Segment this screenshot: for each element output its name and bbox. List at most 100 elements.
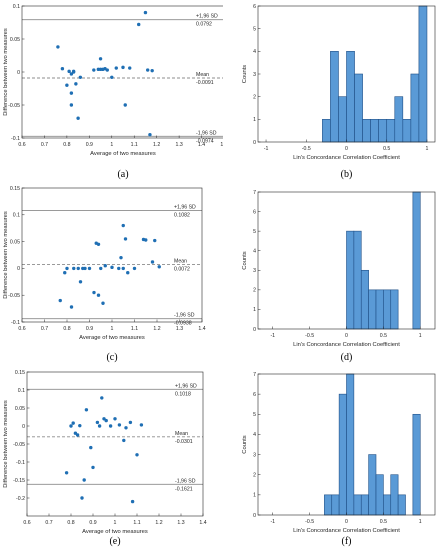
- chart-a-line-value: -0.0091: [196, 80, 214, 86]
- chart-a-point: [56, 45, 60, 49]
- chart-b-xtick-label: -1: [264, 146, 269, 152]
- chart-c-point: [103, 264, 107, 268]
- chart-b-ytick-label: 4: [253, 49, 256, 55]
- chart-e-point: [104, 418, 108, 423]
- chart-c-point: [157, 265, 161, 269]
- chart-c-point: [72, 266, 76, 271]
- chart-f-ytick-label: 5: [253, 412, 256, 418]
- chart-c-line-value: 0.1082: [174, 212, 190, 218]
- chart-a-xtick-label: 1.5: [220, 142, 223, 148]
- chart-e-point: [82, 478, 86, 482]
- chart-e-point: [117, 423, 122, 427]
- chart-e-point: [78, 423, 82, 428]
- chart-b-xtick-label: -0.5: [302, 146, 311, 152]
- chart-a-ytick-label: 0.1: [13, 4, 20, 10]
- chart-e-point: [71, 421, 75, 425]
- chart-e-point: [128, 420, 133, 425]
- chart-e-point: [122, 438, 126, 443]
- chart-a-point: [60, 67, 65, 71]
- chart-a-point: [150, 68, 154, 73]
- chart-e-xtick-label: 1: [114, 520, 117, 526]
- chart-a-xtick-label: 1.3: [176, 142, 183, 148]
- chart-c-caption: (c): [106, 352, 117, 363]
- chart-c-xtick-label: 1: [111, 326, 114, 332]
- chart-d-ytick-label: 5: [253, 229, 256, 235]
- chart-b-bar: [370, 119, 379, 143]
- chart-d-xtick-label: -0.5: [305, 333, 314, 339]
- chart-b-ytick-label: 3: [253, 72, 256, 78]
- chart-a-xtick-label: 1.1: [131, 142, 138, 148]
- chart-a-xtick-label: 0.6: [18, 142, 25, 148]
- chart-f-bar: [353, 494, 362, 516]
- chart-a-caption: (a): [117, 169, 128, 180]
- chart-d-bar: [353, 230, 362, 330]
- chart-e-point: [84, 408, 89, 412]
- chart-a-axes-box: [21, 5, 223, 139]
- chart-e-line-label: +1,96 SD: [175, 383, 197, 389]
- chart-e-point: [89, 445, 93, 450]
- chart-d-bar: [390, 289, 399, 330]
- chart-e-point: [95, 420, 100, 425]
- chart-e-line-value: -0.0301: [175, 439, 193, 445]
- chart-b-ytick-label: 1: [253, 117, 256, 123]
- chart-e-point: [80, 496, 84, 500]
- chart-d-bar: [360, 269, 369, 330]
- chart-c-point: [126, 270, 130, 275]
- chart-a-point: [69, 103, 74, 107]
- chart-e-xtick-label: 0.6: [23, 520, 30, 526]
- chart-a-point: [110, 75, 114, 79]
- chart-d-xtick-label: 0.5: [380, 333, 387, 339]
- chart-a-line-label: Mean: [196, 72, 209, 78]
- chart-c-point: [101, 301, 105, 305]
- chart-c-point: [123, 237, 128, 241]
- chart-e-line-label: Mean: [175, 431, 188, 437]
- chart-e-line-value: 0.1018: [175, 391, 191, 397]
- chart-a-xtick-label: 1.2: [153, 142, 160, 148]
- chart-b-caption: (b): [341, 169, 353, 180]
- chart-a-point: [148, 133, 152, 137]
- chart-b-bar: [362, 119, 371, 143]
- chart-c-line-label: Mean: [174, 259, 187, 265]
- chart-c-xtick-label: 0.8: [63, 326, 70, 332]
- chart-c-point: [119, 255, 123, 260]
- chart-e-point: [69, 424, 73, 428]
- chart-c-point: [110, 265, 114, 270]
- chart-e-xtick-label: 0.7: [45, 520, 52, 526]
- chart-f-caption: (f): [342, 536, 352, 547]
- chart-e-point: [91, 465, 95, 470]
- chart-b-ytick-label: 2: [253, 94, 256, 100]
- chart-b-bar: [378, 119, 388, 143]
- chart-c-point: [117, 266, 121, 271]
- chart-a-point: [98, 57, 103, 61]
- chart-a-point: [114, 66, 118, 70]
- chart-d-ylabel: Counts: [242, 251, 248, 269]
- chart-f-bar: [368, 454, 377, 516]
- chart-c-line-label: +1,96 SD: [174, 204, 196, 210]
- chart-a-line-value: 0.0792: [196, 22, 212, 28]
- chart-b-xlabel: Lin's Concordance Correlation Coefficien…: [293, 155, 400, 161]
- chart-f-xlabel: Lin's Concordance Correlation Coefficien…: [293, 528, 400, 534]
- chart-e-xtick-label: 1.1: [133, 520, 140, 526]
- chart-e-ytick-label: -0.2: [16, 496, 25, 502]
- chart-c-point: [153, 238, 157, 243]
- chart-f-ytick-label: 1: [253, 493, 256, 499]
- chart-c-ytick-label: -0.05: [8, 293, 20, 299]
- chart-f-ytick-label: 7: [253, 372, 256, 378]
- chart-f-bar: [346, 373, 355, 516]
- chart-f-ytick-label: 0: [253, 513, 256, 519]
- chart-c-point: [121, 223, 125, 228]
- chart-a-point: [74, 82, 78, 86]
- chart-d-xtick-label: -1: [270, 333, 275, 339]
- chart-e-point: [108, 424, 113, 428]
- chart-e-caption: (e): [109, 536, 120, 547]
- chart-e-xtick-label: 1.2: [155, 520, 162, 526]
- chart-f-ytick-label: 3: [253, 452, 256, 458]
- chart-a-point: [101, 67, 105, 72]
- chart-f-xtick-label: 0.5: [380, 519, 387, 525]
- chart-a-point: [123, 103, 127, 107]
- chart-c-line-value: -0.0938: [174, 321, 192, 327]
- chart-c-xtick-label: 1.4: [198, 326, 205, 332]
- chart-b-xtick-label: 0: [345, 146, 348, 152]
- chart-a-point: [128, 66, 132, 70]
- chart-c-point: [83, 266, 87, 271]
